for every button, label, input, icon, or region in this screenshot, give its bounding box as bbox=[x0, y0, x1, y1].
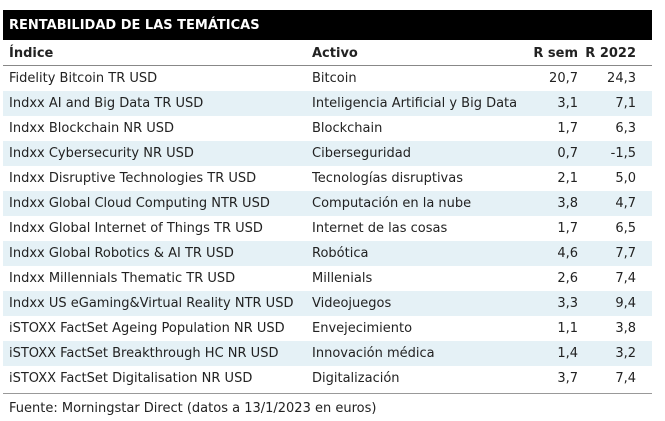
column-header: R sem bbox=[532, 42, 578, 66]
column-header: Índice bbox=[3, 42, 312, 66]
table-row: Indxx Global Cloud Computing NTR USD Comp… bbox=[3, 191, 652, 216]
table-cell: Computación en la nube bbox=[312, 191, 532, 216]
table-row: iSTOXX FactSet Breakthrough HC NR USD Inn… bbox=[3, 341, 652, 366]
table-cell: Indxx US eGaming&Virtual Reality NTR USD bbox=[3, 291, 312, 316]
table-cell: 5,0 bbox=[615, 171, 636, 186]
table-cell: 1,1 bbox=[557, 321, 578, 336]
table-cell: Ciberseguridad bbox=[312, 141, 532, 166]
table-cell: 7,7 bbox=[578, 241, 652, 266]
table-cell: iSTOXX FactSet Ageing Population NR USD bbox=[9, 321, 285, 336]
table-cell: 4,7 bbox=[578, 191, 652, 216]
table-cell: 9,4 bbox=[578, 291, 652, 316]
table-cell: Envejecimiento bbox=[312, 321, 413, 336]
table-cell: Bitcoin bbox=[312, 71, 357, 86]
table-cell: Indxx Millennials Thematic TR USD bbox=[9, 271, 236, 286]
table-cell: Internet de las cosas bbox=[312, 221, 448, 236]
table-cell: 24,3 bbox=[607, 71, 636, 86]
header-row: Índice Activo R sem R 2022 bbox=[3, 42, 652, 66]
table-row: Indxx Millennials Thematic TR USD Milleni… bbox=[3, 266, 652, 291]
table-cell: Indxx Blockchain NR USD bbox=[9, 121, 175, 136]
table-cell: 3,7 bbox=[557, 371, 578, 386]
table-cell: Videojuegos bbox=[312, 291, 532, 316]
table-cell: Millenials bbox=[312, 271, 373, 286]
table-cell: Indxx Global Internet of Things TR USD bbox=[9, 221, 263, 236]
table-cell: 3,2 bbox=[578, 341, 652, 366]
table-cell: Indxx Global Cloud Computing NTR USD bbox=[3, 191, 312, 216]
table-cell: 6,3 bbox=[615, 121, 636, 136]
table-cell: 2,6 bbox=[557, 271, 578, 286]
table-cell: 4,6 bbox=[532, 241, 578, 266]
table-cell: 1,7 bbox=[557, 221, 578, 236]
table-cell: 3,8 bbox=[532, 191, 578, 216]
table-cell: Blockchain bbox=[312, 121, 383, 136]
table-cell: 1,4 bbox=[532, 341, 578, 366]
table-cell: 3,8 bbox=[615, 321, 636, 336]
table-cell: 3,1 bbox=[532, 91, 578, 116]
table: Índice Activo R sem R 2022 Fidelity Bitcoin … bbox=[3, 42, 652, 391]
table-row: Indxx Disruptive Technologies TR USD Tecn… bbox=[3, 166, 652, 191]
table-cell: Indxx AI and Big Data TR USD bbox=[3, 91, 312, 116]
table-cell: 7,4 bbox=[615, 371, 636, 386]
table-cell: 6,5 bbox=[615, 221, 636, 236]
table-cell: 20,7 bbox=[549, 71, 578, 86]
table-row: iSTOXX FactSet Ageing Population NR USD E… bbox=[3, 316, 652, 341]
table-row: iSTOXX FactSet Digitalisation NR USD Digi… bbox=[3, 366, 652, 391]
column-header: Activo bbox=[312, 42, 532, 66]
table-row: Fidelity Bitcoin TR USD Bitcoin 20,7 24,3 bbox=[3, 66, 652, 92]
table-row: Indxx AI and Big Data TR USD Inteligencia… bbox=[3, 91, 652, 116]
table-card: RENTABILIDAD DE LAS TEMÁTICAS Índice Acti… bbox=[3, 10, 652, 416]
table-cell: Digitalización bbox=[312, 371, 400, 386]
table-row: Indxx US eGaming&Virtual Reality NTR USD… bbox=[3, 291, 652, 316]
table-cell: Indxx Global Robotics & AI TR USD bbox=[3, 241, 312, 266]
column-header: R 2022 bbox=[578, 42, 652, 66]
table-cell: Robótica bbox=[312, 241, 532, 266]
table-cell: 0,7 bbox=[532, 141, 578, 166]
table-cell: Fidelity Bitcoin TR USD bbox=[9, 71, 158, 86]
table-cell: 7,1 bbox=[578, 91, 652, 116]
title: RENTABILIDAD DE LAS TEMÁTICAS bbox=[3, 10, 652, 40]
table-row: Indxx Cybersecurity NR USD Ciberseguridad… bbox=[3, 141, 652, 166]
table-cell: 2,1 bbox=[557, 171, 578, 186]
table-cell: Innovación médica bbox=[312, 341, 532, 366]
table-cell: 3,3 bbox=[532, 291, 578, 316]
table-cell: Indxx Disruptive Technologies TR USD bbox=[9, 171, 257, 186]
table-cell: 1,7 bbox=[557, 121, 578, 136]
source-note: Fuente: Morningstar Direct (datos a 13/1… bbox=[3, 393, 652, 416]
table-row: Indxx Global Robotics & AI TR USD Robótic… bbox=[3, 241, 652, 266]
table-cell: 7,4 bbox=[615, 271, 636, 286]
table-cell: Tecnologías disruptivas bbox=[312, 171, 463, 186]
table-cell: Inteligencia Artificial y Big Data bbox=[312, 91, 532, 116]
table-row: Indxx Blockchain NR USD Blockchain 1,7 6,3 bbox=[3, 116, 652, 141]
table-cell: Indxx Cybersecurity NR USD bbox=[3, 141, 312, 166]
table-cell: iSTOXX FactSet Breakthrough HC NR USD bbox=[3, 341, 312, 366]
table-cell: -1,5 bbox=[578, 141, 652, 166]
table-row: Indxx Global Internet of Things TR USD In… bbox=[3, 216, 652, 241]
table-cell: iSTOXX FactSet Digitalisation NR USD bbox=[9, 371, 253, 386]
